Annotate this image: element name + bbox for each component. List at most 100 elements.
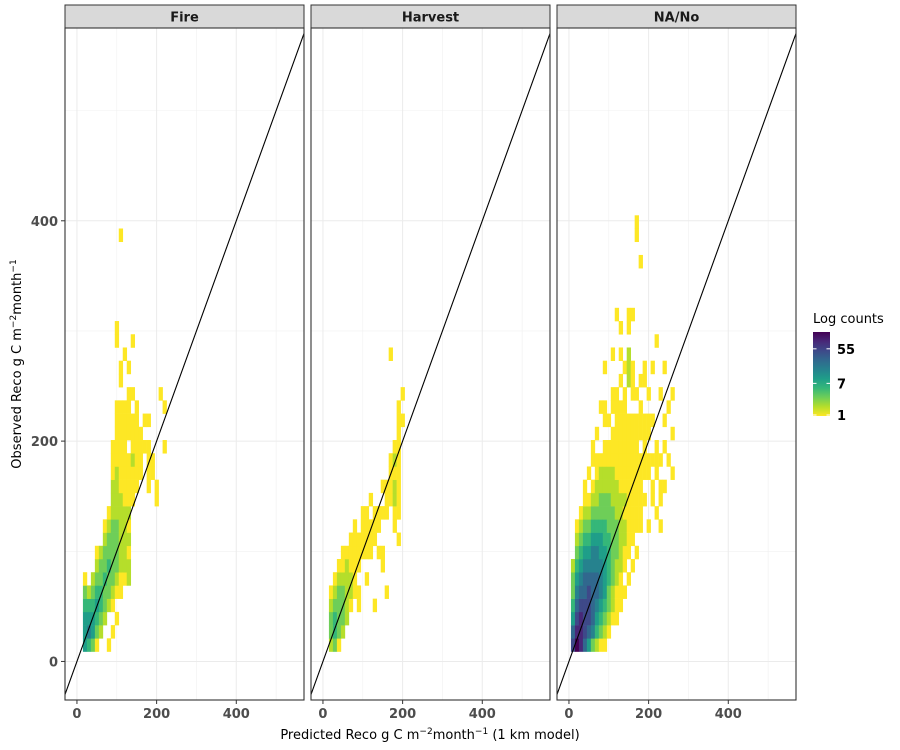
heatmap-tile <box>396 400 401 414</box>
heatmap-tile <box>574 519 580 533</box>
heatmap-tile <box>94 611 100 626</box>
heatmap-tile <box>94 625 100 639</box>
heatmap-tile <box>384 506 389 520</box>
heatmap-tile <box>594 625 600 639</box>
heatmap-tile <box>606 532 612 547</box>
heatmap-tile <box>650 492 655 507</box>
heatmap-tile <box>574 532 580 547</box>
heatmap-tile <box>618 440 624 454</box>
heatmap-tile <box>122 479 128 494</box>
heatmap-tile <box>154 479 159 494</box>
heatmap-tile <box>638 506 643 520</box>
heatmap-tile <box>574 638 580 652</box>
heatmap-tile <box>392 519 397 533</box>
heatmap-tile <box>146 413 151 428</box>
heatmap-tile <box>360 545 366 560</box>
facet-strip-label: Fire <box>170 11 199 26</box>
heatmap-tile <box>654 334 659 348</box>
heatmap-tile <box>598 506 604 520</box>
heatmap-tile <box>114 321 120 335</box>
heatmap-tile <box>332 638 338 652</box>
heatmap-tile <box>658 453 663 467</box>
heatmap-tile <box>122 453 128 467</box>
heatmap-tile <box>340 625 346 639</box>
heatmap-tile <box>606 466 612 480</box>
heatmap-tile <box>102 532 108 547</box>
heatmap-tile <box>578 572 584 586</box>
heatmap-tile <box>578 506 584 520</box>
heatmap-tile <box>610 545 616 560</box>
heatmap-tile <box>360 506 366 520</box>
heatmap-tile <box>384 585 389 599</box>
heatmap-tile <box>614 545 620 560</box>
heatmap-tile <box>82 611 88 626</box>
x-tick-label: 0 <box>318 707 327 722</box>
heatmap-tile <box>332 625 338 639</box>
heatmap-tile <box>630 426 635 441</box>
heatmap-tiles <box>328 347 405 652</box>
heatmap-tile <box>650 413 655 428</box>
heatmap-tile <box>582 519 588 533</box>
heatmap-tile <box>396 426 401 441</box>
heatmap-tile <box>610 479 616 494</box>
heatmap-tile <box>578 532 584 547</box>
heatmap-tile <box>598 572 604 586</box>
heatmap-tile <box>146 479 151 494</box>
heatmap-tile <box>130 387 136 401</box>
heatmap-tile <box>384 479 389 494</box>
heatmap-tile <box>114 492 120 507</box>
heatmap-tile <box>162 440 167 454</box>
heatmap-tile <box>134 453 139 467</box>
heatmap-tile <box>606 479 612 494</box>
heatmap-tile <box>626 307 631 322</box>
heatmap-tile <box>364 506 370 520</box>
heatmap-tile <box>610 466 616 480</box>
heatmap-tile <box>94 572 100 586</box>
heatmap-tile <box>590 453 596 467</box>
heatmap-tile <box>626 347 631 361</box>
heatmap-tile <box>634 479 639 494</box>
heatmap-tile <box>630 307 635 322</box>
heatmap-tile <box>98 558 104 573</box>
heatmap-tile <box>622 387 628 401</box>
heatmap-tile <box>110 585 116 599</box>
heatmap-tile <box>626 321 631 335</box>
heatmap-tile <box>650 360 655 375</box>
heatmap-tile <box>642 466 647 480</box>
heatmap-tile <box>388 479 393 494</box>
heatmap-tile <box>98 625 104 639</box>
heatmap-tile <box>158 387 163 401</box>
heatmap-tile <box>90 572 96 586</box>
heatmap-tile <box>610 347 616 361</box>
heatmap-tile <box>570 625 576 639</box>
heatmap-tile <box>134 400 139 414</box>
heatmap-tile <box>606 585 612 599</box>
legend-labels: 55 7 1 <box>813 343 855 424</box>
heatmap-tile <box>622 585 628 599</box>
heatmap-tile <box>626 545 631 560</box>
heatmap-tile <box>606 572 612 586</box>
heatmap-tile <box>618 413 624 428</box>
heatmap-tile <box>110 532 116 547</box>
heatmap-tile <box>340 585 346 599</box>
heatmap-tile <box>340 558 346 573</box>
heatmap-tile <box>126 506 132 520</box>
heatmap-tile <box>590 506 596 520</box>
heatmap-tile <box>118 228 124 243</box>
heatmap-tile <box>118 413 124 428</box>
legend-label: 1 <box>837 409 846 424</box>
heatmap-tile <box>82 598 88 613</box>
heatmap-tile <box>578 611 584 626</box>
heatmap-tile <box>618 558 624 573</box>
heatmap-tile <box>396 479 401 494</box>
heatmap-tile <box>114 479 120 494</box>
heatmap-tile <box>352 545 358 560</box>
heatmap-tile <box>594 638 600 652</box>
heatmap-tile <box>110 625 116 639</box>
heatmap-tile <box>622 558 628 573</box>
heatmap-tile <box>110 572 116 586</box>
heatmap-tile <box>114 572 120 586</box>
heatmap-tile <box>602 598 608 613</box>
heatmap-tile <box>618 572 624 586</box>
heatmap-tile <box>102 558 108 573</box>
